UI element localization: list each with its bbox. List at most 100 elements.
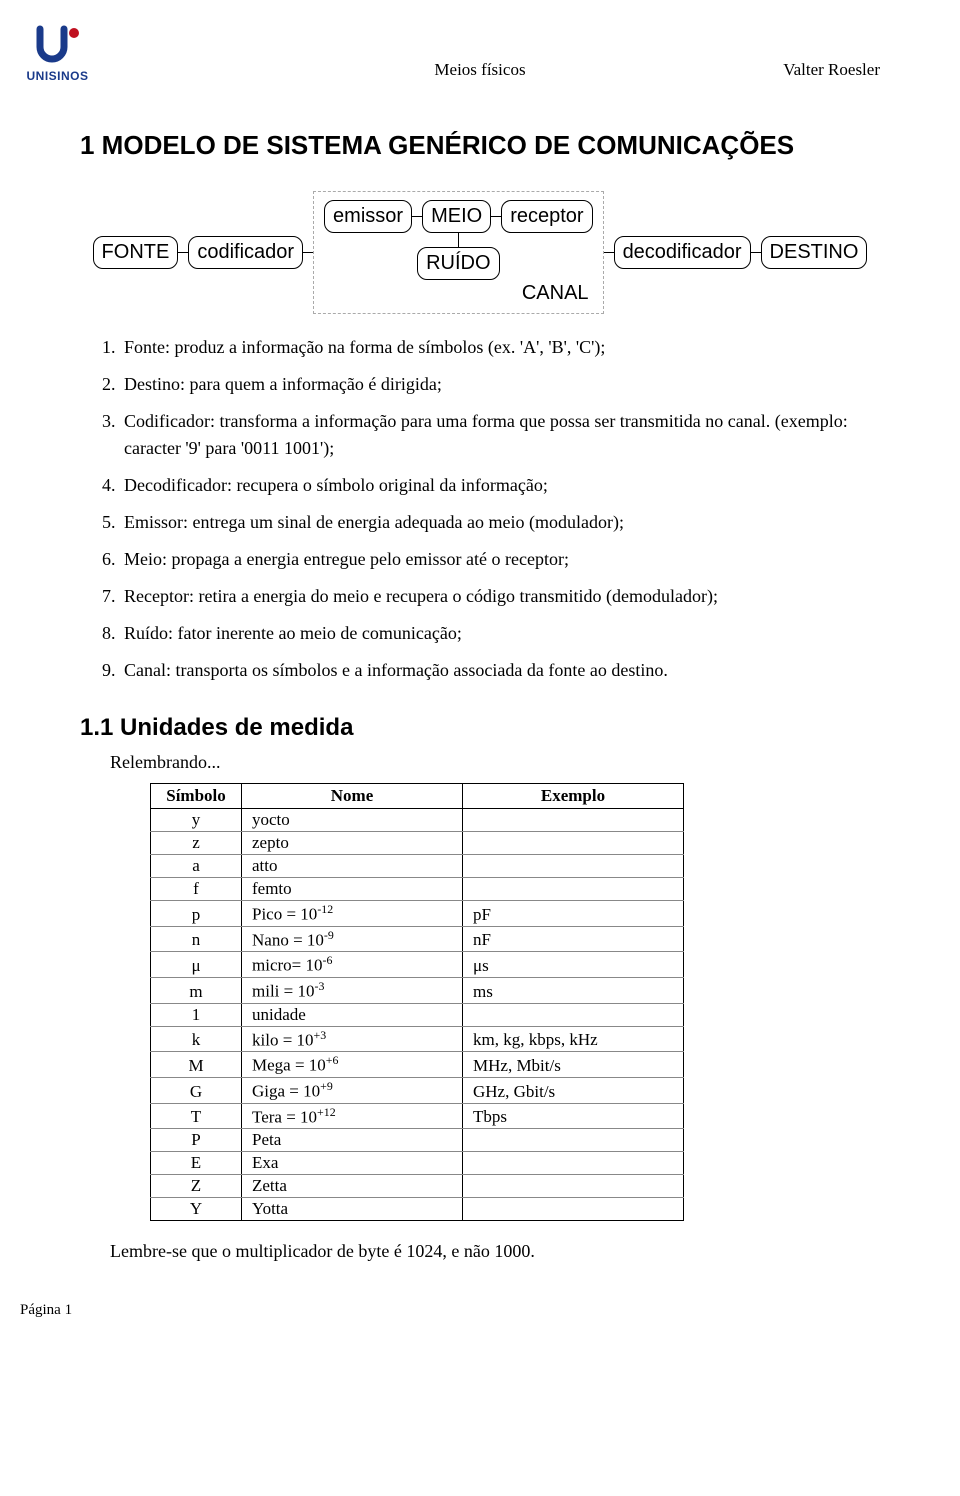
list-item: Codificador: transforma a informação par… (120, 408, 880, 462)
cell-name: unidade (242, 1003, 463, 1026)
list-item: Meio: propaga a energia entregue pelo em… (120, 546, 880, 573)
table-row: mmili = 10-3ms (151, 977, 684, 1003)
cell-name: yocto (242, 809, 463, 832)
cell-name: Pico = 10-12 (242, 901, 463, 927)
cell-example (463, 1152, 684, 1175)
definition-list: Fonte: produz a informação na forma de s… (80, 334, 880, 684)
node-meio: MEIO (422, 200, 491, 233)
table-row: nNano = 10-9nF (151, 926, 684, 952)
note-text: Lembre-se que o multiplicador de byte é … (110, 1241, 880, 1262)
table-row: yyocto (151, 809, 684, 832)
col-nome: Nome (242, 784, 463, 809)
connector (604, 252, 614, 254)
table-row: kkilo = 10+3km, kg, kbps, kHz (151, 1026, 684, 1052)
node-destino: DESTINO (761, 236, 868, 269)
cell-symbol: Z (151, 1175, 242, 1198)
cell-example (463, 1003, 684, 1026)
cell-example: μs (463, 952, 684, 978)
node-codificador: codificador (188, 236, 303, 269)
connector-vertical (458, 233, 460, 247)
cell-example (463, 809, 684, 832)
cell-symbol: n (151, 926, 242, 952)
node-ruido: RUÍDO (417, 247, 499, 280)
table-row: aatto (151, 855, 684, 878)
cell-example (463, 832, 684, 855)
list-item: Canal: transporta os símbolos e a inform… (120, 657, 880, 684)
table-row: GGiga = 10+9GHz, Gbit/s (151, 1077, 684, 1103)
cell-symbol: m (151, 977, 242, 1003)
canal-label: CANAL (522, 282, 589, 305)
list-item: Emissor: entrega um sinal de energia ade… (120, 509, 880, 536)
section-title: 1 MODELO DE SISTEMA GENÉRICO DE COMUNICA… (80, 130, 880, 161)
cell-name: zepto (242, 832, 463, 855)
units-table: Símbolo Nome Exemplo yyoctozzeptoaattoff… (150, 783, 684, 1221)
node-receptor: receptor (501, 200, 592, 233)
list-item: Ruído: fator inerente ao meio de comunic… (120, 620, 880, 647)
cell-name: atto (242, 855, 463, 878)
node-emissor: emissor (324, 200, 412, 233)
cell-symbol: μ (151, 952, 242, 978)
cell-symbol: f (151, 878, 242, 901)
cell-example: Tbps (463, 1103, 684, 1129)
cell-name: Peta (242, 1129, 463, 1152)
table-row: YYotta (151, 1198, 684, 1221)
diagram: FONTE codificador emissor MEIO receptor … (80, 191, 880, 314)
cell-symbol: Y (151, 1198, 242, 1221)
cell-example (463, 1129, 684, 1152)
cell-symbol: P (151, 1129, 242, 1152)
cell-example: pF (463, 901, 684, 927)
cell-name: Yotta (242, 1198, 463, 1221)
table-row: pPico = 10-12pF (151, 901, 684, 927)
cell-symbol: E (151, 1152, 242, 1175)
subsection-title: 1.1 Unidades de medida (80, 714, 880, 742)
connector (303, 252, 313, 254)
connector (491, 216, 501, 218)
cell-example (463, 855, 684, 878)
table-row: μmicro= 10-6μs (151, 952, 684, 978)
logo-text: UNISINOS (20, 69, 95, 83)
cell-example (463, 1198, 684, 1221)
relembrando-text: Relembrando... (110, 752, 880, 773)
table-row: 1unidade (151, 1003, 684, 1026)
logo: UNISINOS (20, 25, 95, 83)
col-simbolo: Símbolo (151, 784, 242, 809)
table-row: zzepto (151, 832, 684, 855)
table-row: TTera = 10+12Tbps (151, 1103, 684, 1129)
cell-name: Exa (242, 1152, 463, 1175)
list-item: Decodificador: recupera o símbolo origin… (120, 472, 880, 499)
list-item: Destino: para quem a informação é dirigi… (120, 371, 880, 398)
cell-name: Mega = 10+6 (242, 1052, 463, 1078)
table-row: ffemto (151, 878, 684, 901)
cell-name: Zetta (242, 1175, 463, 1198)
connector (751, 252, 761, 254)
cell-symbol: p (151, 901, 242, 927)
cell-example: MHz, Mbit/s (463, 1052, 684, 1078)
page-header: Meios físicos Valter Roesler (80, 60, 880, 80)
page-footer: Página 1 (20, 1302, 880, 1319)
cell-name: kilo = 10+3 (242, 1026, 463, 1052)
node-fonte: FONTE (93, 236, 179, 269)
connector (178, 252, 188, 254)
table-row: ZZetta (151, 1175, 684, 1198)
cell-name: Giga = 10+9 (242, 1077, 463, 1103)
header-right: Valter Roesler (783, 60, 880, 80)
cell-name: mili = 10-3 (242, 977, 463, 1003)
node-decodificador: decodificador (614, 236, 751, 269)
cell-symbol: 1 (151, 1003, 242, 1026)
cell-example (463, 878, 684, 901)
list-item: Receptor: retira a energia do meio e rec… (120, 583, 880, 610)
cell-name: femto (242, 878, 463, 901)
cell-symbol: y (151, 809, 242, 832)
cell-name: Tera = 10+12 (242, 1103, 463, 1129)
cell-symbol: G (151, 1077, 242, 1103)
cell-symbol: T (151, 1103, 242, 1129)
canal-box: emissor MEIO receptor RUÍDO CANAL (313, 191, 604, 314)
table-row: MMega = 10+6MHz, Mbit/s (151, 1052, 684, 1078)
cell-symbol: z (151, 832, 242, 855)
cell-symbol: M (151, 1052, 242, 1078)
cell-example: GHz, Gbit/s (463, 1077, 684, 1103)
cell-example: ms (463, 977, 684, 1003)
cell-example: km, kg, kbps, kHz (463, 1026, 684, 1052)
list-item: Fonte: produz a informação na forma de s… (120, 334, 880, 361)
connector (412, 216, 422, 218)
